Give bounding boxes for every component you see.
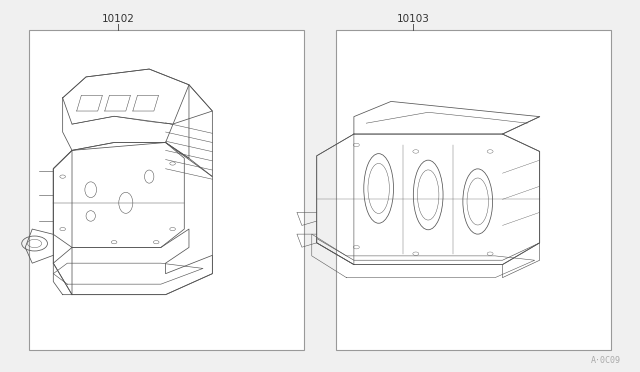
Text: A·0C09: A·0C09 xyxy=(591,356,621,365)
Bar xyxy=(29,30,304,350)
Bar xyxy=(336,30,611,350)
Text: 10103: 10103 xyxy=(396,14,429,24)
Text: 10102: 10102 xyxy=(102,14,135,24)
